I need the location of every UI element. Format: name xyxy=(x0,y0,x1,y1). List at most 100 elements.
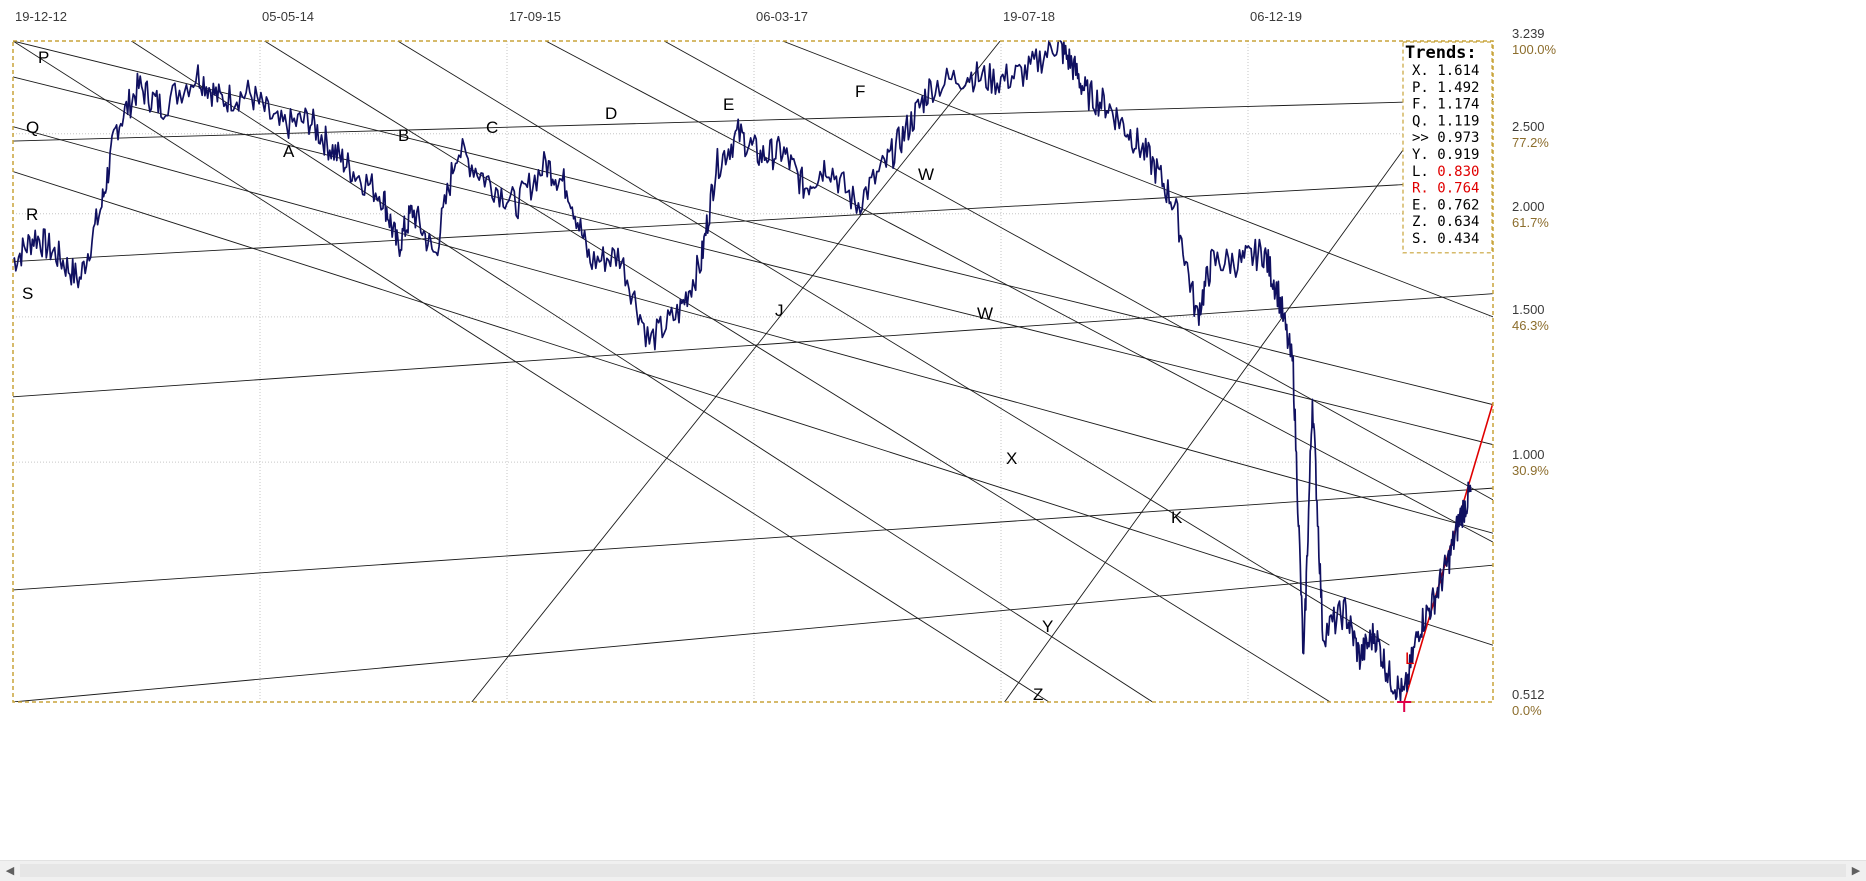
legend-entry: E. 0.762 xyxy=(1412,197,1479,213)
legend-entry-key: Q. xyxy=(1412,113,1437,129)
trendline xyxy=(13,293,1493,398)
trend-label: A xyxy=(283,142,295,161)
trend-label: W xyxy=(918,165,934,184)
trendline xyxy=(13,76,1493,446)
plot-frame xyxy=(12,40,1494,703)
trendline xyxy=(13,487,1493,591)
trendline xyxy=(264,41,1331,702)
trend-label: Q xyxy=(26,118,39,137)
legend-entry: S. 0.434 xyxy=(1412,231,1479,247)
trendline xyxy=(397,41,1390,646)
legend-entry-key: R. xyxy=(1412,181,1437,197)
legend-entry-key: F. xyxy=(1412,97,1437,113)
y-tick-price: 0.512 xyxy=(1512,687,1545,702)
trendline xyxy=(13,179,1493,263)
trend-label: Z xyxy=(1033,685,1043,704)
scroll-left-arrow-icon[interactable]: ◀ xyxy=(5,864,15,877)
price-line xyxy=(12,40,1472,702)
legend-entry-value: 0.434 xyxy=(1437,231,1479,247)
legend-entry-value: 0.634 xyxy=(1437,214,1479,230)
legend-box xyxy=(1402,41,1493,254)
y-tick-percent: 100.0% xyxy=(1512,42,1557,57)
trendline xyxy=(131,41,1153,702)
legend-entry-key: P. xyxy=(1412,80,1437,96)
horizontal-scrollbar[interactable]: ◀ ▶ xyxy=(0,860,1866,881)
legend-entry: Y. 0.919 xyxy=(1412,147,1479,163)
trendline xyxy=(13,41,1050,702)
legend-entry: F. 1.174 xyxy=(1412,97,1479,113)
legend-entry: P. 1.492 xyxy=(1412,80,1479,96)
x-tick-label: 17-09-15 xyxy=(509,9,561,24)
trendline xyxy=(545,41,1493,543)
trend-label: J xyxy=(775,301,784,320)
y-tick-price: 2.500 xyxy=(1512,119,1545,134)
legend-entry-key: E. xyxy=(1412,197,1437,213)
legend-entry: >> 0.973 xyxy=(1412,130,1479,146)
y-tick-price: 1.000 xyxy=(1512,447,1545,462)
legend-entry: X. 1.614 xyxy=(1412,63,1479,79)
legend-entry-value: 1.174 xyxy=(1437,97,1479,113)
y-tick-price: 2.000 xyxy=(1512,199,1545,214)
legend-entry-value: 0.764 xyxy=(1437,181,1479,197)
legend-entry: Q. 1.119 xyxy=(1412,113,1479,129)
y-tick-price: 1.500 xyxy=(1512,302,1545,317)
trend-label: R xyxy=(26,205,38,224)
legend-entry-key: >> xyxy=(1412,130,1437,146)
legend-entry-key: Z. xyxy=(1412,214,1437,230)
trendline xyxy=(1004,148,1405,702)
trend-label: E xyxy=(723,95,734,114)
y-tick-percent: 77.2% xyxy=(1512,135,1549,150)
price-trend-chart: 19-12-12 05-05-14 17-09-15 06-03-17 19-07-18… xyxy=(12,9,1557,718)
trend-label: L xyxy=(1405,649,1414,668)
legend-entry-value: 0.830 xyxy=(1437,164,1479,180)
trend-label: W xyxy=(977,304,993,323)
trendline xyxy=(663,41,1493,501)
legend-entry-value: 1.614 xyxy=(1437,63,1479,79)
price-series xyxy=(12,40,1472,702)
legend-entry: L. 0.830 xyxy=(1412,164,1479,180)
trend-label: F xyxy=(855,82,865,101)
x-tick-label: 19-12-12 xyxy=(15,9,67,24)
legend-entry-value: 0.973 xyxy=(1437,130,1479,146)
y-tick-percent: 61.7% xyxy=(1512,215,1549,230)
trendline xyxy=(13,126,1493,534)
trend-label: Y xyxy=(1042,617,1053,636)
legend-entry-value: 1.492 xyxy=(1437,80,1479,96)
legend-entry-value: 0.762 xyxy=(1437,197,1479,213)
trend-label: C xyxy=(486,118,498,137)
trend-label: S xyxy=(22,284,33,303)
trendline xyxy=(13,564,1493,702)
scrollbar-thumb[interactable] xyxy=(20,864,1846,877)
low-point-marker xyxy=(1397,701,1412,712)
trendline xyxy=(13,99,1493,142)
x-tick-label: 06-12-19 xyxy=(1250,9,1302,24)
x-axis-ticks: 19-12-12 05-05-14 17-09-15 06-03-17 19-07-18… xyxy=(15,9,1302,24)
y-tick-percent: 0.0% xyxy=(1512,703,1542,718)
trend-label: K xyxy=(1171,508,1183,527)
x-tick-label: 05-05-14 xyxy=(262,9,314,24)
legend-title: Trends: xyxy=(1405,43,1477,63)
legend-entry-key: X. xyxy=(1412,63,1437,79)
trendline xyxy=(782,41,1493,318)
trendline xyxy=(13,171,1493,646)
trend-label: P xyxy=(38,48,49,67)
y-tick-price: 3.239 xyxy=(1512,26,1545,41)
legend-entry: Z. 0.634 xyxy=(1412,214,1479,230)
trend-label: X xyxy=(1006,449,1017,468)
legend-entry-key: Y. xyxy=(1412,147,1437,163)
scroll-right-arrow-icon[interactable]: ▶ xyxy=(1851,864,1861,877)
legend-entry-key: L. xyxy=(1412,164,1437,180)
legend-entry-value: 0.919 xyxy=(1437,147,1479,163)
y-tick-percent: 30.9% xyxy=(1512,463,1549,478)
legend-entry: R. 0.764 xyxy=(1412,181,1479,197)
x-tick-label: 06-03-17 xyxy=(756,9,808,24)
x-tick-label: 19-07-18 xyxy=(1003,9,1055,24)
trend-label: B xyxy=(398,126,409,145)
legend-entry-key: S. xyxy=(1412,231,1437,247)
trendline xyxy=(471,41,1001,702)
trend-label: D xyxy=(605,104,617,123)
trend-labels: P Q R S A B C D E F W J W X K Y Z L xyxy=(22,48,1414,704)
